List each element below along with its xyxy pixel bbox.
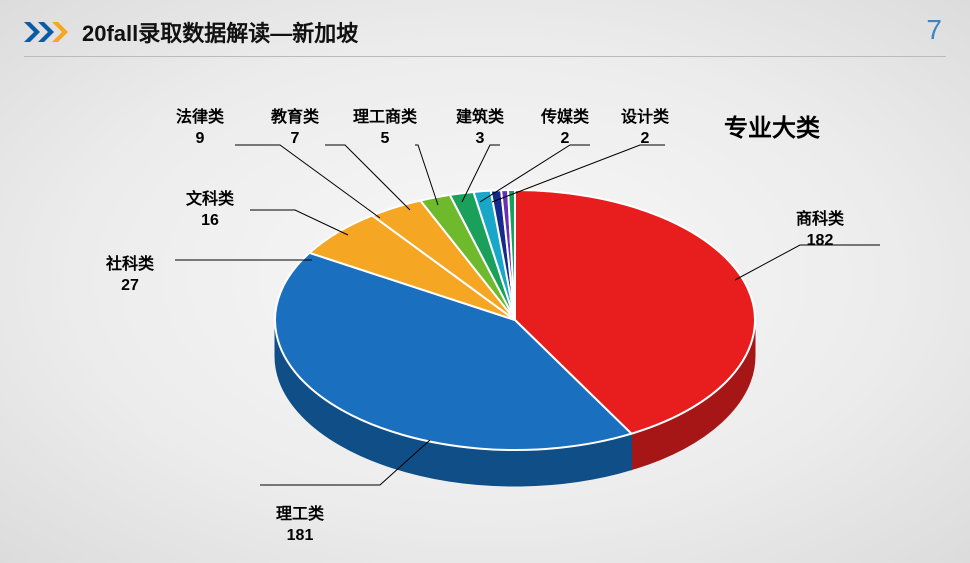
slice-name: 设计类 [595,108,695,129]
chart-title: 专业大类 [724,108,820,143]
chart-stage: 专业大类 商科类182理工类181社科类27文科类16法律类9教育类7理工商类5… [0,60,970,558]
slice-value: 181 [250,526,350,547]
slice-value: 27 [80,276,180,297]
slice-label: 法律类9 [150,108,250,150]
slice-label: 商科类182 [770,210,870,252]
header-rule [24,56,946,57]
slice-label: 设计类2 [595,108,695,150]
slice-name: 法律类 [150,108,250,129]
slide-title: 20fall录取数据解读—新加坡 [82,16,358,48]
slice-label: 理工商类5 [335,108,435,150]
slice-value: 5 [335,129,435,150]
slice-value: 182 [770,231,870,252]
slice-value: 2 [595,129,695,150]
slice-label: 教育类7 [245,108,345,150]
slice-name: 理工类 [250,505,350,526]
slide-header: 20fall录取数据解读—新加坡 7 [0,0,970,60]
slice-label: 文科类16 [160,190,260,232]
page-number: 7 [926,14,942,46]
slice-value: 16 [160,211,260,232]
slice-name: 教育类 [245,108,345,129]
slice-label: 理工类181 [250,505,350,547]
slice-name: 理工商类 [335,108,435,129]
chevron-icon [24,22,76,42]
slice-label: 社科类27 [80,255,180,297]
slice-name: 文科类 [160,190,260,211]
slice-name: 商科类 [770,210,870,231]
slice-value: 9 [150,129,250,150]
slice-value: 7 [245,129,345,150]
slice-name: 社科类 [80,255,180,276]
